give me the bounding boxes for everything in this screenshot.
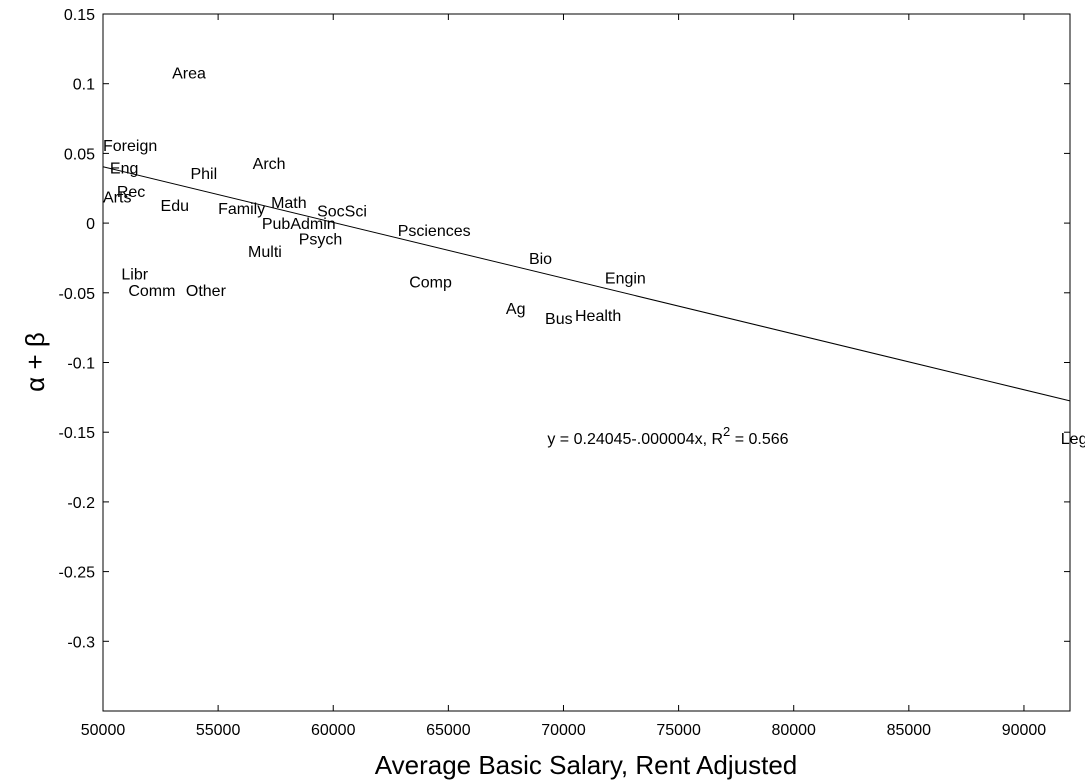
point-label: Multi bbox=[248, 244, 282, 261]
x-tick-label: 65000 bbox=[426, 722, 471, 739]
y-tick-label: 0 bbox=[86, 216, 95, 233]
y-tick-label: -0.3 bbox=[67, 634, 95, 651]
y-tick-label: -0.15 bbox=[59, 425, 96, 442]
point-label: Comm bbox=[128, 283, 175, 300]
point-label: Bio bbox=[529, 251, 552, 268]
x-tick-label: 90000 bbox=[1002, 722, 1047, 739]
regression-annotation: y = 0.24045-.000004x, R2 = 0.566 bbox=[547, 424, 788, 448]
x-tick-label: 75000 bbox=[656, 722, 701, 739]
point-label: PubAdmin bbox=[262, 216, 336, 233]
y-tick-label: 0.05 bbox=[64, 146, 95, 163]
point-label: Math bbox=[271, 195, 307, 212]
point-label: Health bbox=[575, 308, 621, 325]
point-label: Psciences bbox=[398, 223, 471, 240]
x-tick-label: 70000 bbox=[541, 722, 586, 739]
x-tick-label: 85000 bbox=[887, 722, 932, 739]
point-label: Ag bbox=[506, 301, 526, 318]
x-tick-label: 80000 bbox=[771, 722, 816, 739]
point-label: Arch bbox=[253, 156, 286, 173]
point-label: Rec bbox=[117, 184, 145, 201]
point-label: Comp bbox=[409, 275, 452, 292]
regression-line-group bbox=[102, 166, 1071, 402]
point-label: Other bbox=[186, 283, 227, 300]
point-label: Bus bbox=[545, 311, 573, 328]
point-label: Edu bbox=[161, 198, 189, 215]
x-tick-label: 50000 bbox=[81, 722, 126, 739]
plot-area bbox=[102, 13, 1071, 712]
y-tick-label: 0.15 bbox=[64, 7, 95, 24]
annotation-superscript: 2 bbox=[723, 424, 730, 439]
y-tick-label: -0.25 bbox=[59, 565, 96, 582]
point-label: Psych bbox=[299, 231, 343, 248]
point-label: Arts bbox=[103, 190, 131, 207]
point-label: Area bbox=[172, 66, 206, 83]
point-label: Engin bbox=[605, 270, 646, 287]
x-tick-label: 55000 bbox=[196, 722, 241, 739]
axis-ticks bbox=[102, 13, 1070, 711]
regression-line bbox=[102, 166, 1071, 402]
tick-labels: 50000 55000 60000 65000 70000 75000 80000 85000… bbox=[59, 7, 1047, 739]
annotation-text: = 0.566 bbox=[730, 431, 788, 448]
point-label: Libr bbox=[121, 266, 148, 283]
x-tick-label: 60000 bbox=[311, 722, 356, 739]
point-label: Legal bbox=[1061, 431, 1085, 448]
point-label: Phil bbox=[190, 166, 217, 183]
point-label: SocSci bbox=[317, 204, 367, 221]
annotation-text: y = 0.24045-.000004x, R bbox=[547, 431, 723, 448]
y-tick-label: -0.05 bbox=[59, 286, 96, 303]
x-axis-title: Average Basic Salary, Rent Adjusted bbox=[375, 750, 798, 780]
y-tick-label: -0.2 bbox=[67, 495, 95, 512]
point-label: Foreign bbox=[103, 138, 157, 155]
y-axis-title: α + β bbox=[20, 332, 50, 392]
point-label: Eng bbox=[110, 160, 138, 177]
point-label: Family bbox=[218, 201, 265, 218]
y-tick-label: -0.1 bbox=[67, 356, 95, 373]
y-tick-label: 0.1 bbox=[73, 77, 95, 94]
